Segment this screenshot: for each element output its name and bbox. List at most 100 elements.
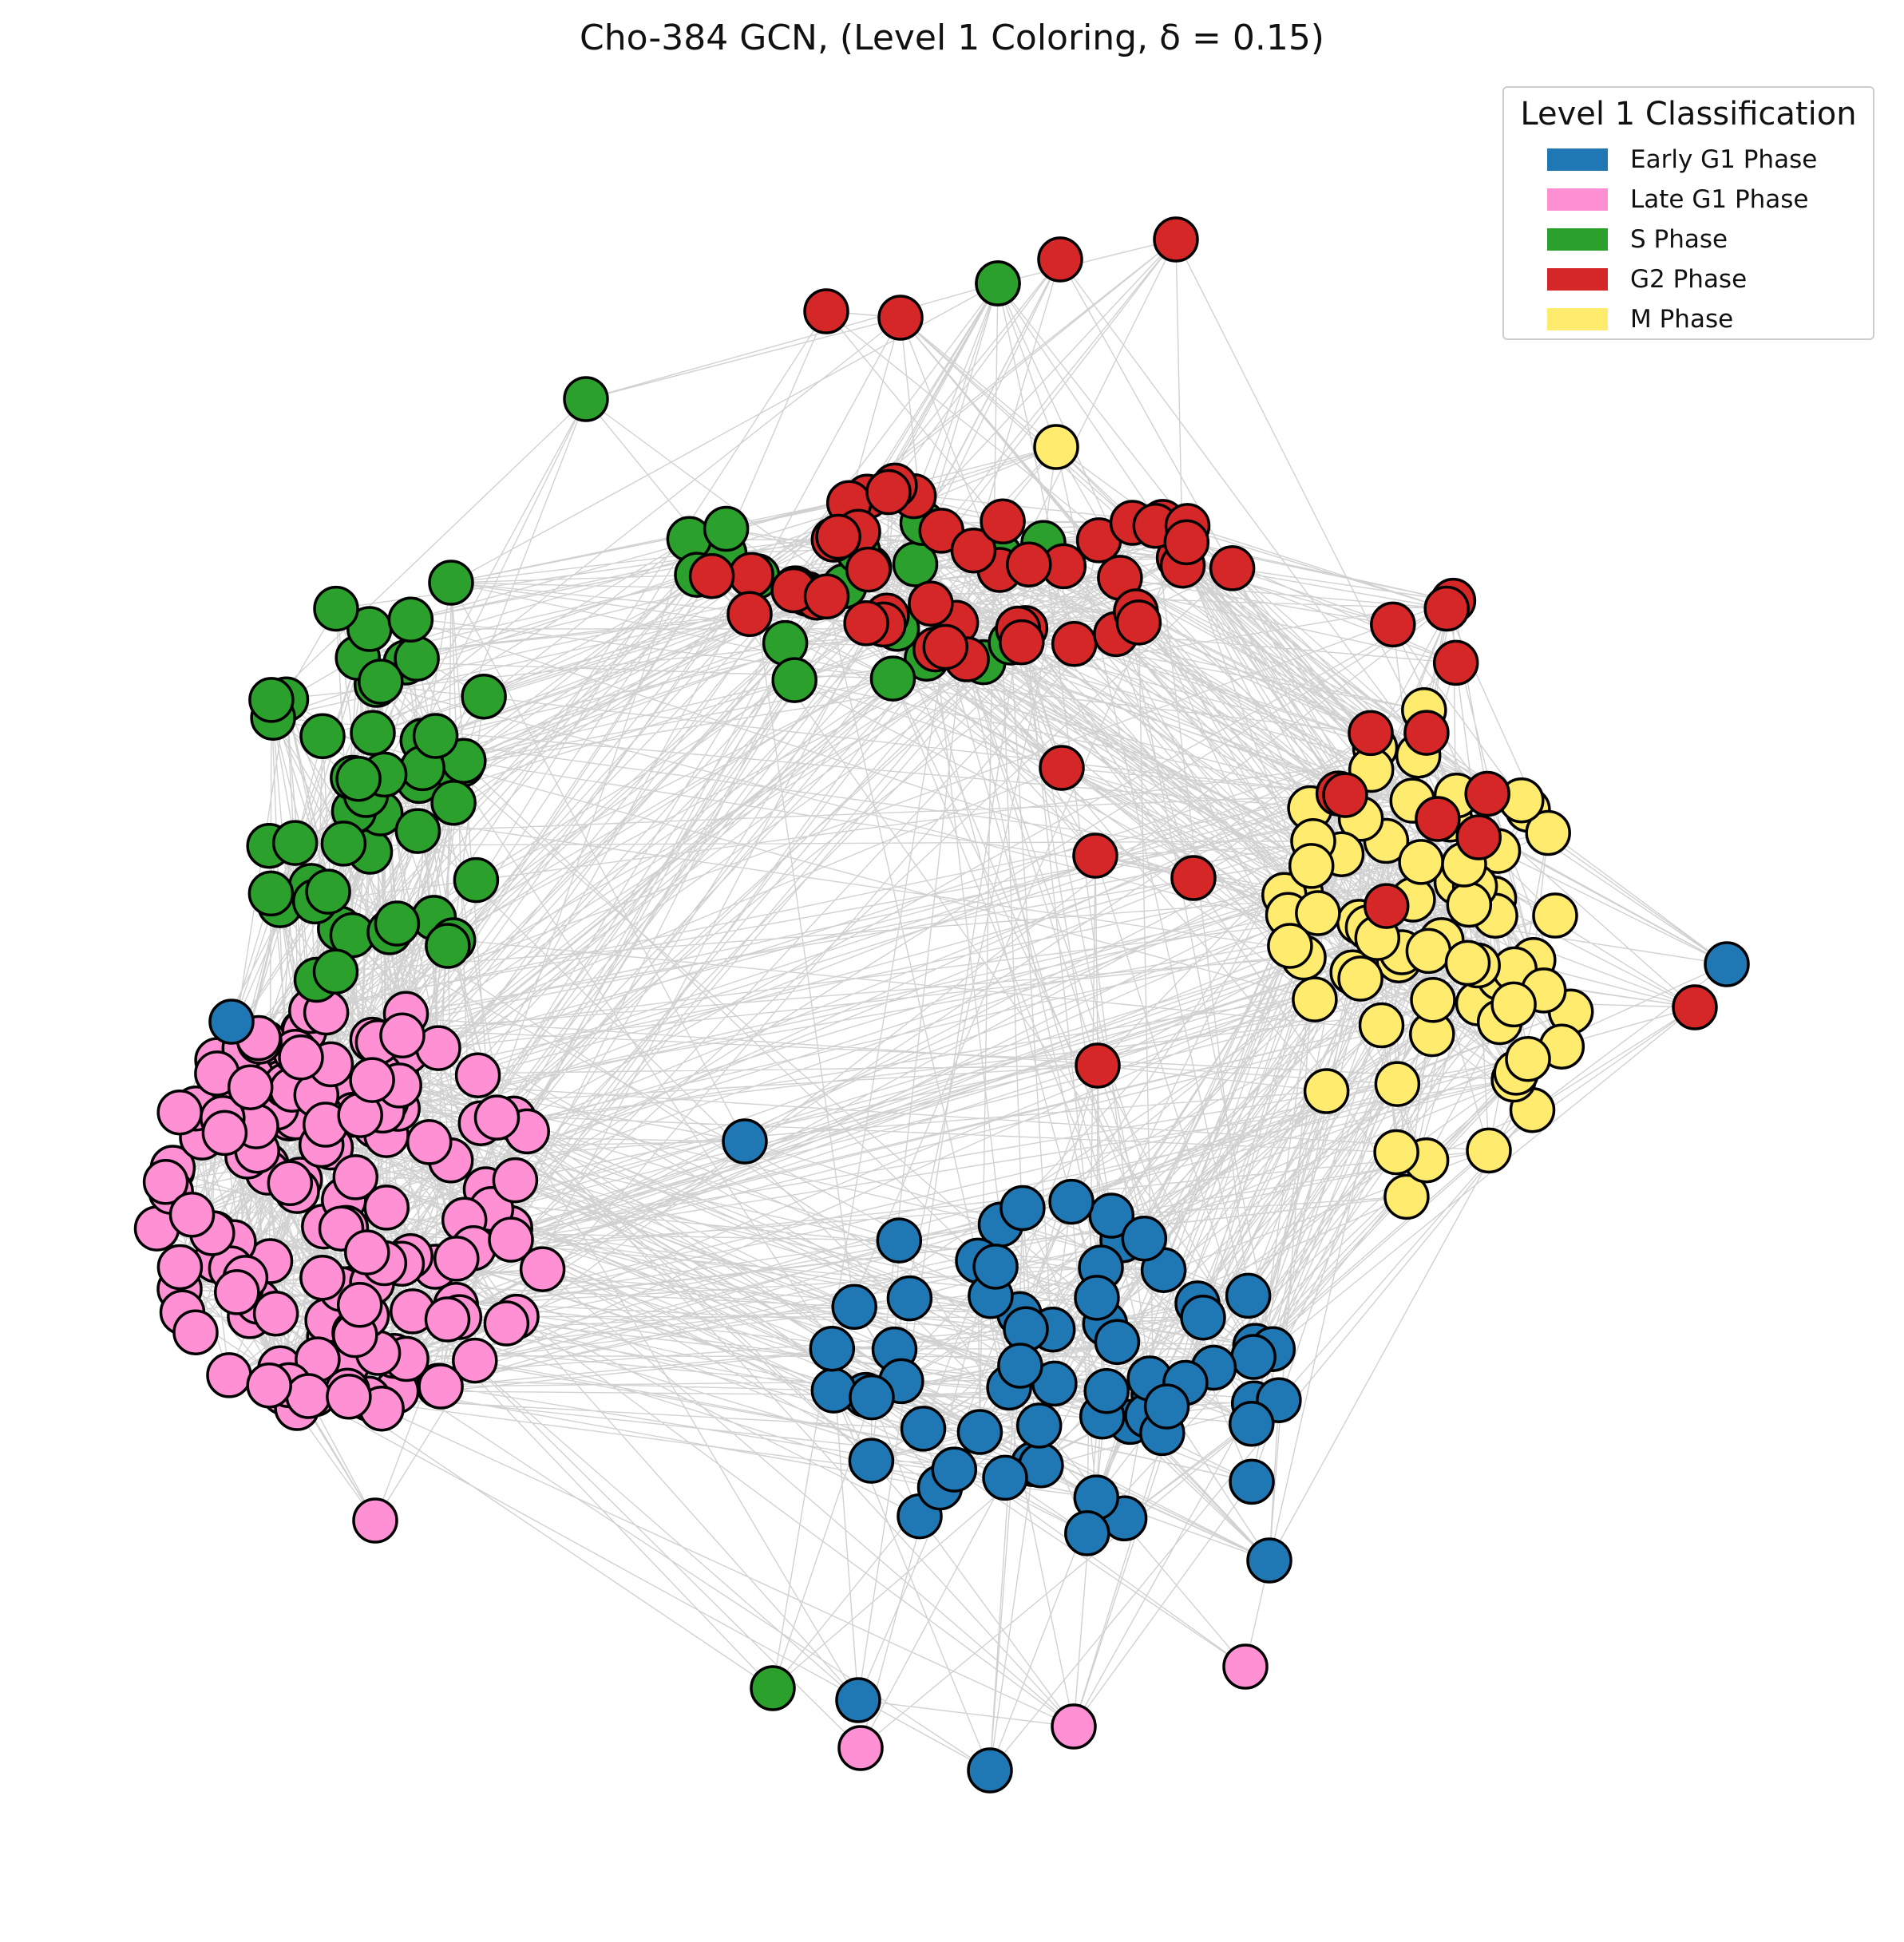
node-late-g1 xyxy=(278,1034,324,1081)
node-late-g1 xyxy=(406,1119,453,1165)
node-s-phase xyxy=(430,780,477,826)
node-late-g1 xyxy=(227,1064,274,1110)
node-early-g1 xyxy=(809,1325,856,1372)
node-g2-phase xyxy=(1348,710,1394,757)
node-m-phase xyxy=(1374,1061,1421,1107)
node-early-g1 xyxy=(997,1343,1043,1389)
node-s-phase xyxy=(453,856,500,904)
node-g2-phase xyxy=(877,295,924,341)
node-g2-phase xyxy=(1363,883,1410,929)
node-late-g1 xyxy=(267,1160,314,1207)
node-g2-phase xyxy=(728,552,774,598)
node-m-phase xyxy=(1466,1127,1512,1174)
node-late-g1 xyxy=(492,1157,539,1204)
node-early-g1 xyxy=(849,1374,895,1421)
node-late-g1 xyxy=(454,1052,501,1098)
node-g2-phase xyxy=(1415,796,1461,842)
legend-label-s-phase: S Phase xyxy=(1630,225,1728,254)
legend: Level 1 Classification Early G1 Phase La… xyxy=(1502,86,1874,340)
node-late-g1 xyxy=(285,1373,331,1419)
node-g2-phase xyxy=(1432,639,1479,686)
node-m-phase xyxy=(1373,1129,1419,1176)
node-s-phase xyxy=(428,560,474,606)
node-early-g1 xyxy=(1143,1383,1190,1430)
node-s-phase xyxy=(975,260,1021,307)
node-g2-phase xyxy=(1403,710,1450,756)
node-g2-phase xyxy=(1037,236,1083,283)
node-s-phase xyxy=(358,659,404,705)
node-g2-phase xyxy=(726,591,773,638)
node-g2-phase xyxy=(950,527,997,574)
node-g2-phase xyxy=(1322,772,1368,818)
node-late-g1 xyxy=(344,1229,390,1276)
node-early-g1 xyxy=(1015,1402,1063,1449)
legend-title: Level 1 Classification xyxy=(1520,96,1857,132)
node-early-g1 xyxy=(1704,941,1750,987)
node-early-g1 xyxy=(982,1454,1028,1501)
node-early-g1 xyxy=(1094,1319,1141,1366)
node-early-g1 xyxy=(835,1677,881,1723)
node-early-g1 xyxy=(972,1244,1019,1290)
node-g2-phase xyxy=(922,623,969,670)
node-early-g1 xyxy=(1180,1294,1226,1341)
node-g2-phase xyxy=(803,288,849,334)
node-late-g1 xyxy=(156,1089,203,1136)
node-s-phase xyxy=(771,657,817,703)
node-late-g1 xyxy=(336,1282,383,1328)
node-g2-phase xyxy=(1153,216,1199,263)
node-early-g1 xyxy=(931,1446,978,1493)
node-m-phase xyxy=(1446,881,1493,928)
node-late-g1 xyxy=(1051,1703,1097,1750)
node-late-g1 xyxy=(252,1290,299,1337)
legend-swatch-m-phase xyxy=(1547,308,1608,330)
node-m-phase xyxy=(1398,839,1444,885)
node-m-phase xyxy=(1505,1035,1551,1082)
node-m-phase xyxy=(1303,1068,1350,1114)
node-g2-phase xyxy=(980,498,1026,545)
node-m-phase xyxy=(1337,955,1383,1002)
node-early-g1 xyxy=(208,999,255,1045)
node-m-phase xyxy=(1532,892,1578,939)
node-s-phase xyxy=(374,900,421,947)
node-early-g1 xyxy=(1121,1215,1168,1262)
node-early-g1 xyxy=(831,1283,877,1331)
node-g2-phase xyxy=(843,600,889,647)
node-late-g1 xyxy=(483,1300,530,1347)
node-s-phase xyxy=(320,821,367,867)
node-g2-phase xyxy=(1039,745,1085,791)
node-g2-phase xyxy=(1672,984,1718,1030)
node-late-g1 xyxy=(168,1192,216,1238)
node-early-g1 xyxy=(876,1217,923,1264)
node-s-phase xyxy=(335,756,382,802)
node-late-g1 xyxy=(246,1363,292,1409)
node-g2-phase xyxy=(1072,833,1118,879)
node-early-g1 xyxy=(1088,1192,1135,1239)
node-early-g1 xyxy=(1230,1334,1277,1380)
node-g2-phase xyxy=(908,580,954,627)
node-m-phase xyxy=(1410,977,1456,1023)
node-layer xyxy=(133,216,1750,1794)
node-g2-phase xyxy=(1455,814,1502,860)
node-m-phase xyxy=(1405,927,1452,975)
node-late-g1 xyxy=(299,1255,346,1301)
node-g2-phase xyxy=(688,552,735,599)
node-s-phase xyxy=(305,868,351,915)
node-g2-phase xyxy=(1006,541,1052,587)
node-early-g1 xyxy=(886,1275,933,1322)
node-s-phase xyxy=(425,923,471,969)
node-early-g1 xyxy=(1074,1275,1120,1321)
node-late-g1 xyxy=(214,1269,260,1315)
node-m-phase xyxy=(1295,890,1341,936)
legend-label-late-g1: Late G1 Phase xyxy=(1630,185,1809,214)
node-late-g1 xyxy=(519,1246,566,1292)
node-s-phase xyxy=(312,948,359,995)
legend-label-g2-phase: G2 Phase xyxy=(1630,265,1748,294)
legend-swatch-late-g1 xyxy=(1547,188,1608,211)
node-late-g1 xyxy=(452,1337,498,1384)
node-early-g1 xyxy=(1246,1537,1292,1584)
node-late-g1 xyxy=(206,1352,252,1398)
node-g2-phase xyxy=(1209,545,1256,591)
node-early-g1 xyxy=(1225,1272,1272,1319)
node-late-g1 xyxy=(201,1109,248,1157)
